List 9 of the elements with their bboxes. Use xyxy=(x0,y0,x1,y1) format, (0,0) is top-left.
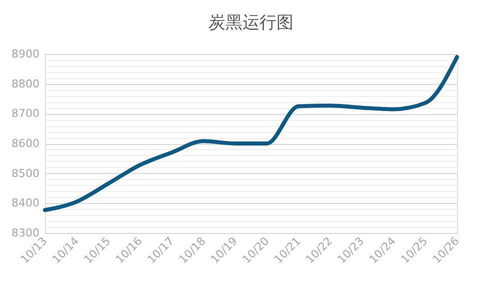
line-series xyxy=(43,54,459,212)
y-tick-label: 8900 xyxy=(12,48,40,60)
y-tick-label: 8500 xyxy=(12,166,40,180)
y-tick-label: 8800 xyxy=(12,77,40,90)
y-tick-label: 8300 xyxy=(12,226,40,240)
chart-title: 炭黑运行图 xyxy=(208,13,294,33)
y-tick-label: 8600 xyxy=(12,137,40,150)
y-tick-label: 8700 xyxy=(12,107,40,120)
y-tick-label: 8400 xyxy=(12,196,40,210)
